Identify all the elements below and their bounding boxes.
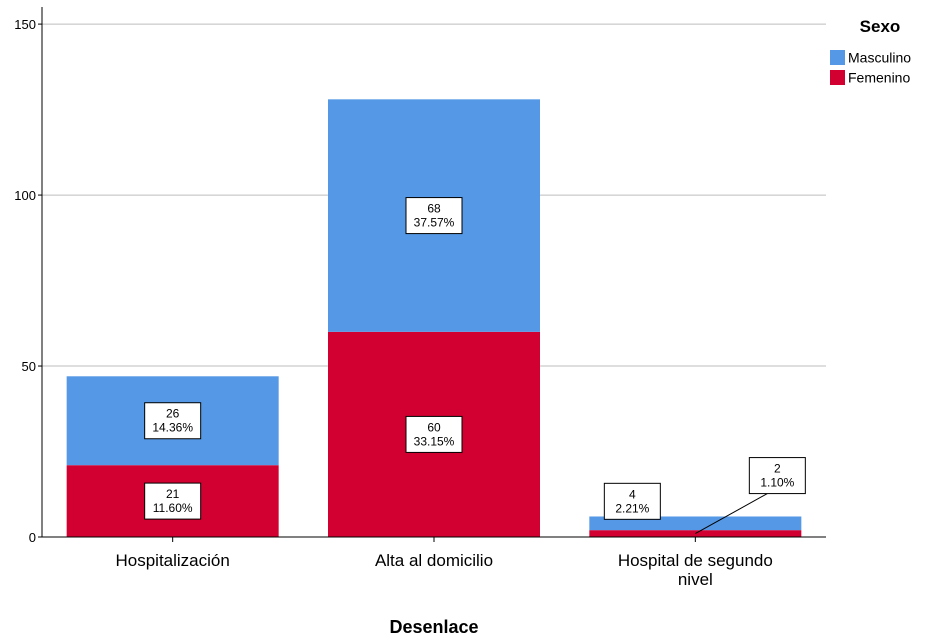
callout-leader-line xyxy=(695,493,768,535)
data-label-text: 11.60% xyxy=(153,501,193,515)
x-tick-label: Hospital de segundo xyxy=(618,551,773,570)
data-label-text: 2 xyxy=(774,462,781,476)
legend-item-masculino[interactable]: Masculino xyxy=(830,50,911,66)
legend-swatch xyxy=(830,70,845,85)
legend-label: Masculino xyxy=(848,50,911,66)
data-label-text: 37.57% xyxy=(414,216,455,230)
data-label-box xyxy=(748,457,806,495)
data-label-text: 68 xyxy=(427,202,441,216)
data-label-text: 33.15% xyxy=(414,434,455,448)
y-tick-label: 0 xyxy=(29,530,36,545)
y-tick-label: 150 xyxy=(14,17,36,32)
axes-group: 0 50 100 150 Hospitalización Alta al domicili… xyxy=(14,7,826,589)
data-label-masculino-hospital-de-segundo-nivel: 42.21% xyxy=(603,482,661,520)
bar-femenino-hospital-de-segundo-nivel[interactable] xyxy=(589,530,802,537)
data-label-box xyxy=(144,402,202,440)
y-tick-label: 100 xyxy=(14,188,36,203)
data-label-box xyxy=(144,482,202,520)
bar-masculino-hospital-de-segundo-nivel[interactable] xyxy=(589,516,802,531)
x-axis-title: Desenlace xyxy=(389,617,478,637)
x-tick-label: nivel xyxy=(678,570,713,589)
data-label-text: 4 xyxy=(629,487,636,501)
x-tick-label: Hospitalización xyxy=(115,551,229,570)
data-label-femenino-hospital-de-segundo-nivel: 21.10% xyxy=(748,457,806,495)
legend-item-femenino[interactable]: Femenino xyxy=(830,70,910,86)
legend-title: Sexo xyxy=(860,17,901,36)
data-label-box xyxy=(405,415,463,453)
bars-group xyxy=(66,99,802,537)
x-tick-label: Alta al domicilio xyxy=(375,551,493,570)
data-label-box xyxy=(603,482,661,520)
data-label-text: 2.21% xyxy=(615,501,649,515)
data-label-text: 14.36% xyxy=(152,421,193,435)
data-label-box xyxy=(405,197,463,235)
y-tick-label: 50 xyxy=(22,359,36,374)
legend[interactable]: Sexo Masculino Femenino xyxy=(830,17,911,86)
data-label-text: 1.10% xyxy=(760,476,794,490)
legend-swatch xyxy=(830,50,845,65)
data-label-text: 21 xyxy=(166,487,180,501)
legend-label: Femenino xyxy=(848,70,910,86)
data-label-text: 26 xyxy=(166,407,180,421)
data-label-text: 60 xyxy=(427,420,441,434)
